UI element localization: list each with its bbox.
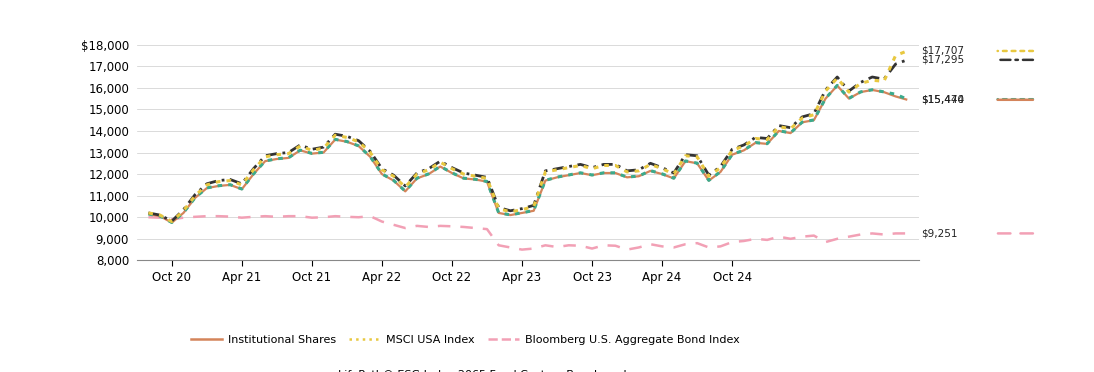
- Text: $17,707: $17,707: [921, 46, 964, 56]
- Text: $15,444: $15,444: [921, 95, 964, 105]
- Text: $9,251: $9,251: [921, 228, 957, 238]
- Text: $17,295: $17,295: [921, 55, 964, 65]
- Text: $15,470: $15,470: [921, 94, 964, 104]
